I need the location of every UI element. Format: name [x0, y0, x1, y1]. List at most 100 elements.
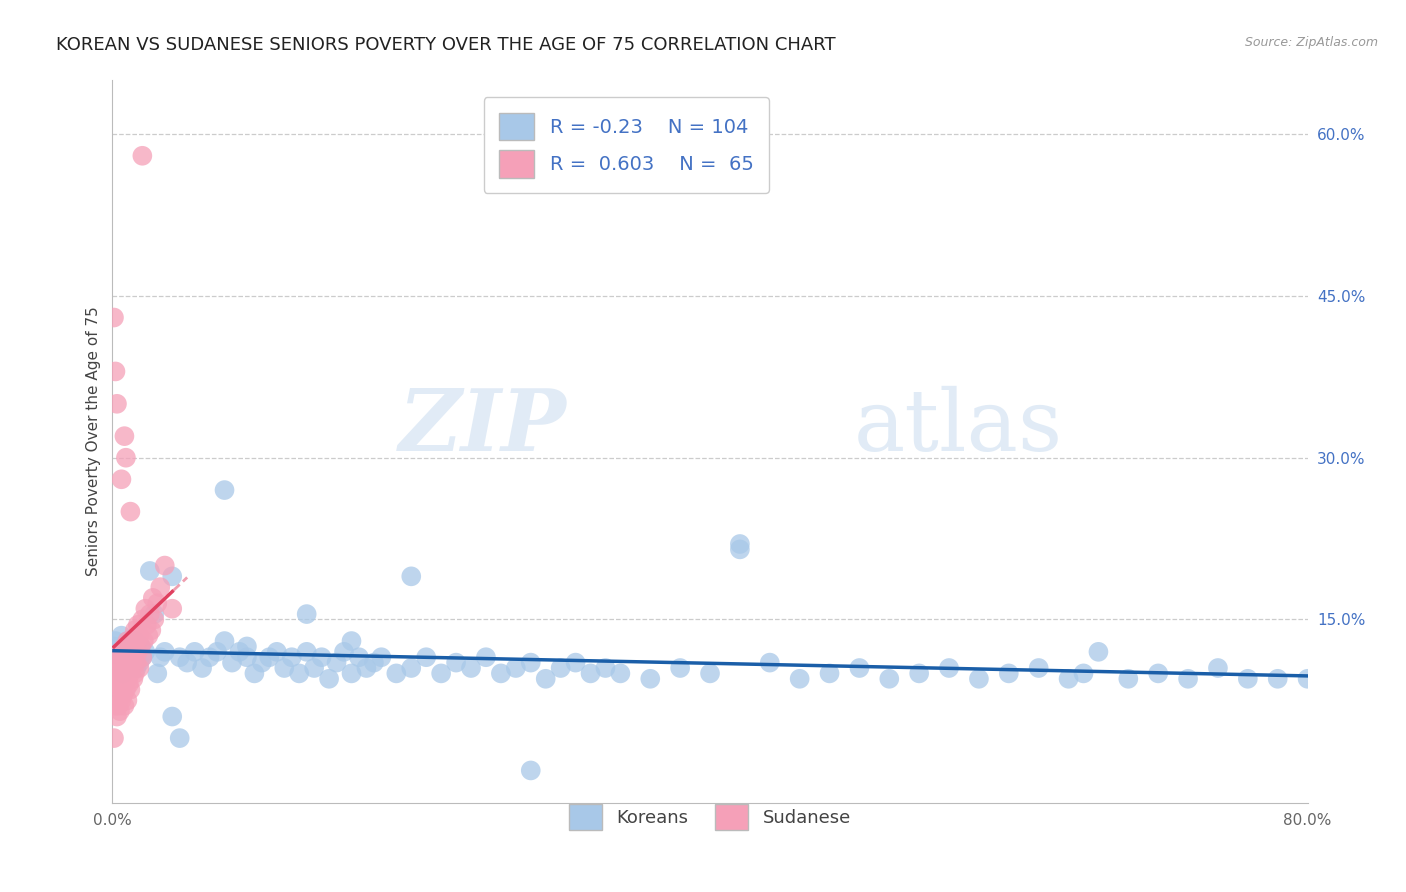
Point [107, 645, 129, 659]
Point [114, 677, 135, 691]
Point [879, 672, 901, 686]
Point [103, 310, 125, 325]
Point [595, 661, 617, 675]
Point [520, 764, 543, 778]
Point [127, 645, 149, 659]
Point [333, 645, 356, 659]
Point [115, 682, 138, 697]
Point [117, 634, 139, 648]
Point [191, 661, 214, 675]
Point [131, 650, 153, 665]
Point [162, 601, 183, 615]
Point [640, 672, 662, 686]
Point [669, 661, 692, 675]
Point [143, 612, 166, 626]
Point [489, 666, 512, 681]
Point [759, 656, 782, 670]
Point [127, 645, 149, 659]
Point [117, 693, 139, 707]
Point [115, 666, 138, 681]
Point [214, 634, 236, 648]
Point [118, 645, 141, 659]
Point [114, 640, 135, 654]
Point [122, 650, 145, 665]
Y-axis label: Seniors Poverty Over the Age of 75: Seniors Poverty Over the Age of 75 [86, 307, 101, 576]
Point [128, 661, 150, 675]
Point [475, 650, 498, 665]
Text: KOREAN VS SUDANESE SENIORS POVERTY OVER THE AGE OF 75 CORRELATION CHART: KOREAN VS SUDANESE SENIORS POVERTY OVER … [56, 36, 835, 54]
Point [107, 661, 129, 675]
Point [131, 149, 153, 163]
Point [104, 666, 127, 681]
Point [579, 666, 602, 681]
Point [430, 666, 453, 681]
Point [120, 650, 142, 665]
Point [460, 661, 482, 675]
Point [564, 656, 586, 670]
Point [120, 666, 142, 681]
Point [107, 698, 129, 713]
Point [288, 666, 311, 681]
Point [1177, 672, 1199, 686]
Point [550, 661, 572, 675]
Point [340, 666, 363, 681]
Point [162, 569, 183, 583]
Legend: Koreans, Sudanese: Koreans, Sudanese [555, 790, 865, 845]
Point [125, 656, 148, 670]
Point [111, 650, 134, 665]
Text: ZIP: ZIP [399, 385, 567, 469]
Point [146, 596, 169, 610]
Point [139, 607, 162, 621]
Point [205, 645, 228, 659]
Point [311, 650, 333, 665]
Point [121, 656, 143, 670]
Text: Source: ZipAtlas.com: Source: ZipAtlas.com [1244, 36, 1378, 49]
Point [120, 682, 142, 697]
Point [117, 634, 139, 648]
Point [143, 607, 166, 621]
Point [139, 564, 162, 578]
Point [183, 645, 205, 659]
Point [363, 656, 385, 670]
Point [609, 666, 631, 681]
Point [340, 634, 363, 648]
Point [1073, 666, 1095, 681]
Point [105, 688, 128, 702]
Point [117, 656, 139, 670]
Point [728, 537, 751, 551]
Point [108, 645, 131, 659]
Point [534, 672, 557, 686]
Point [107, 677, 129, 691]
Point [129, 640, 152, 654]
Point [1118, 672, 1140, 686]
Point [104, 650, 127, 665]
Point [1206, 661, 1229, 675]
Point [153, 558, 176, 573]
Point [295, 607, 318, 621]
Point [273, 661, 295, 675]
Point [356, 661, 378, 675]
Point [149, 650, 172, 665]
Point [114, 698, 135, 713]
Point [699, 666, 721, 681]
Point [120, 640, 142, 654]
Text: atlas: atlas [853, 385, 1063, 468]
Point [169, 650, 191, 665]
Point [118, 677, 141, 691]
Point [1087, 645, 1109, 659]
Point [125, 661, 148, 675]
Point [103, 731, 125, 745]
Point [105, 397, 128, 411]
Point [1237, 672, 1260, 686]
Point [111, 672, 134, 686]
Point [122, 640, 145, 654]
Point [117, 672, 139, 686]
Point [505, 661, 527, 675]
Point [134, 601, 156, 615]
Point [250, 656, 273, 670]
Point [125, 634, 148, 648]
Point [132, 634, 155, 648]
Point [110, 677, 132, 691]
Point [129, 640, 152, 654]
Point [124, 634, 146, 648]
